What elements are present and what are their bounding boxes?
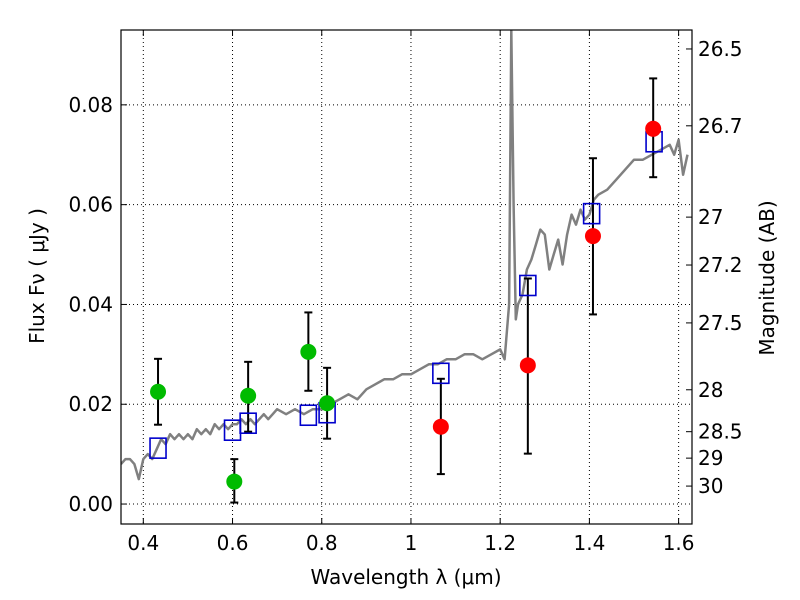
axes-frame: [120, 29, 693, 525]
mag-tick-label: 28.5: [698, 420, 743, 444]
mag-tick-label: 26.5: [698, 37, 743, 61]
mag-tick-label: 30: [698, 474, 723, 498]
model-photometry-square: [519, 274, 537, 297]
model-photometry-square: [299, 404, 318, 427]
red-data-point: [584, 228, 601, 245]
red-data-point: [519, 357, 536, 374]
green-data-point: [300, 343, 317, 360]
mag-tick-label: 28: [698, 378, 723, 402]
x-tick-label: 1: [405, 531, 418, 555]
y-tick-label: 0.02: [68, 392, 113, 416]
x-axis-label: Wavelength λ (μm): [310, 565, 501, 589]
x-tick-label: 1.6: [663, 531, 695, 555]
series-layer: [121, 30, 689, 504]
green-data-point: [150, 383, 167, 400]
tick-layer: 0.4 0.6 0.8 1 1.2 1.4 1.6 0.00 0.02 0.04 0.06 0.08 2…: [68, 30, 743, 555]
green-data-point: [240, 387, 257, 404]
red-data-point: [645, 120, 662, 137]
mag-tick-label: 27.5: [698, 311, 743, 335]
green-data-point: [319, 395, 336, 412]
mag-tick-label: 27.2: [698, 253, 743, 277]
y-tick-label: 0.06: [68, 193, 113, 217]
right-axis-label: Magnitude (AB): [755, 200, 779, 355]
model-sed-line: [121, 30, 689, 481]
x-tick-label: 0.8: [306, 531, 338, 555]
x-tick-label: 0.6: [217, 531, 249, 555]
mag-tick-label: 26.7: [698, 114, 743, 138]
x-tick-label: 1.4: [573, 531, 605, 555]
x-tick-label: 1.2: [484, 531, 516, 555]
model-photometry-square: [432, 362, 450, 385]
grid-lines: [121, 30, 692, 524]
red-data-point: [432, 418, 449, 435]
x-tick-label: 0.4: [127, 531, 159, 555]
model-photometry-square: [239, 412, 257, 435]
y-tick-label: 0.04: [68, 292, 113, 316]
y-tick-label: 0.00: [68, 492, 113, 516]
green-data-point: [226, 473, 243, 490]
mag-tick-label: 29: [698, 446, 723, 470]
model-photometry-square: [149, 437, 167, 459]
model-photometry-square: [582, 202, 601, 225]
mag-tick-label: 27: [698, 205, 723, 229]
plot-area: [121, 30, 692, 524]
y-tick-label: 0.08: [68, 93, 113, 117]
plot-frame: [120, 29, 693, 525]
y-axis-label: Flux Fν ( μJy ): [25, 208, 49, 344]
